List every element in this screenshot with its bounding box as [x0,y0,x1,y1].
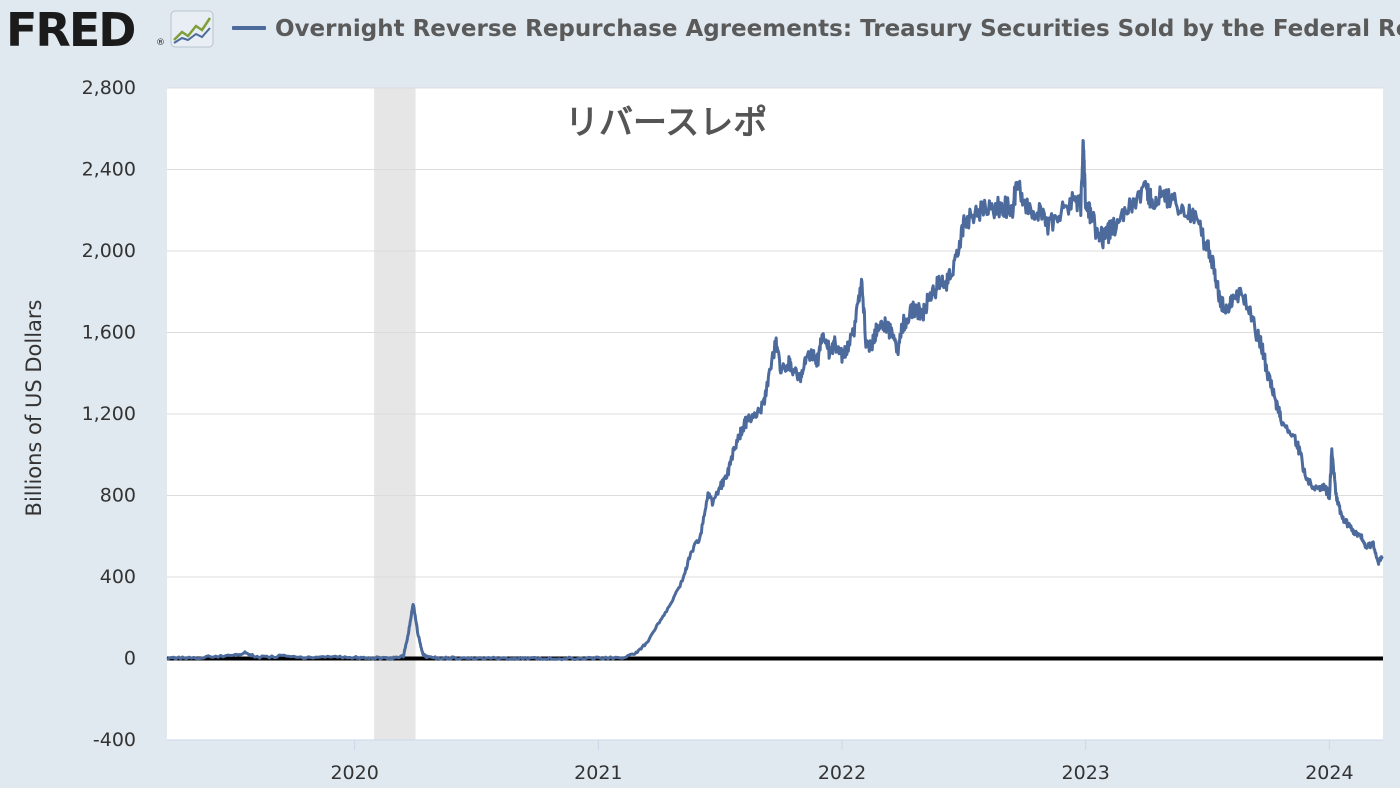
chart-annotation: リバースレポ [565,103,767,143]
y-tick-label: 1,200 [82,403,136,425]
legend-series-swatch [232,26,266,30]
x-tick-label: 2023 [1062,762,1110,784]
x-tick-label: 2024 [1305,762,1353,784]
y-tick-label: 2,400 [82,159,136,181]
fred-logo[interactable]: FRED [6,3,136,57]
fred-chart-icon[interactable] [170,10,214,48]
axes: -400 0 400 800 1,200 1,600 2,000 2,400 2,800 2020… [82,77,1383,784]
y-tick-label: 0 [124,648,136,670]
x-tick-label: 2022 [818,762,866,784]
y-tick-label: 400 [100,566,136,588]
y-tick-label: 800 [100,485,136,507]
fred-registered-mark: ® [156,38,165,48]
y-tick-label: 1,600 [82,322,136,344]
chart-header: FRED ® Overnight Reverse Repurchase Agre… [0,0,1400,62]
y-tick-label: 2,000 [82,240,136,262]
x-tick-label: 2021 [574,762,622,784]
x-tick-label: 2020 [330,762,378,784]
y-tick-label: -400 [93,729,136,751]
y-axis-label: Billions of US Dollars [22,300,46,517]
y-tick-label: 2,800 [82,77,136,99]
series-layer [166,139,1384,662]
legend-series-title[interactable]: Overnight Reverse Repurchase Agreements:… [275,16,1400,42]
series-line[interactable] [166,139,1384,662]
